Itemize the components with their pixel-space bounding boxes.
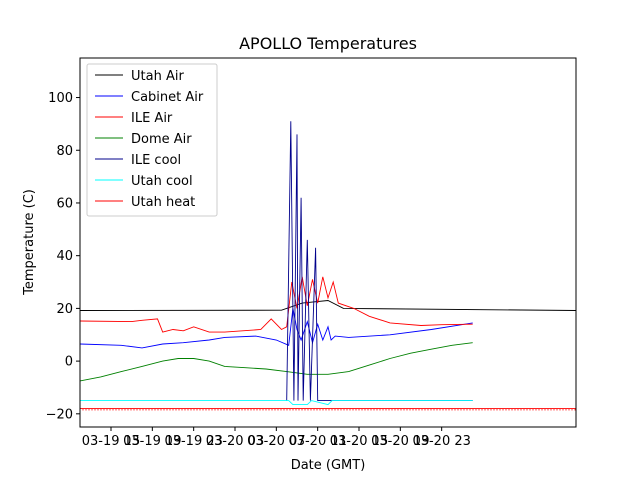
- y-tick-label: 0: [65, 355, 73, 370]
- legend-box: [86, 63, 218, 217]
- legend-label: Utah heat: [131, 195, 195, 210]
- x-tick-label: 03-20 19: [371, 434, 429, 449]
- legend-label: ILE cool: [131, 153, 181, 168]
- series-dome-air: [80, 342, 473, 382]
- y-axis-label: Temperature (C): [22, 189, 37, 296]
- x-tick-label: 03-19 15: [82, 434, 140, 449]
- legend-label: Dome Air: [131, 132, 192, 147]
- y-tick-label: 40: [56, 249, 73, 264]
- series-utah-heat: [80, 408, 576, 411]
- x-tick-label: 03-20 11: [288, 434, 346, 449]
- x-tick-label: 03-20 15: [330, 434, 388, 449]
- x-tick-label: 03-20 07: [247, 434, 305, 449]
- y-tick-label: 80: [56, 144, 73, 159]
- chart-title: APOLLO Temperatures: [239, 34, 417, 53]
- y-tick-label: 100: [48, 91, 73, 106]
- legend-label: Cabinet Air: [131, 90, 204, 105]
- y-tick-label: 20: [56, 302, 73, 317]
- x-tick-label: 03-20 03: [206, 434, 264, 449]
- series-ile-cool: [286, 121, 473, 402]
- y-tick-label: −20: [46, 407, 73, 422]
- series-ile-air: [80, 276, 473, 333]
- series-utah-air: [80, 300, 576, 311]
- legend-label: Utah Air: [131, 69, 184, 84]
- y-tick-label: 60: [56, 196, 73, 211]
- series-utah-cool: [80, 400, 473, 406]
- x-tick-label: 03-19 19: [123, 434, 181, 449]
- x-axis-label: Date (GMT): [291, 458, 366, 473]
- axes-frame: [79, 57, 577, 428]
- x-tick-label: 03-20 23: [412, 434, 470, 449]
- series-group: [80, 121, 576, 411]
- x-tick-label: 03-19 23: [164, 434, 222, 449]
- legend: Utah Air Cabinet Air ILE Air Dome Air ILE co…: [86, 63, 218, 217]
- legend-label: ILE Air: [131, 111, 173, 126]
- legend-label: Utah cool: [131, 174, 193, 189]
